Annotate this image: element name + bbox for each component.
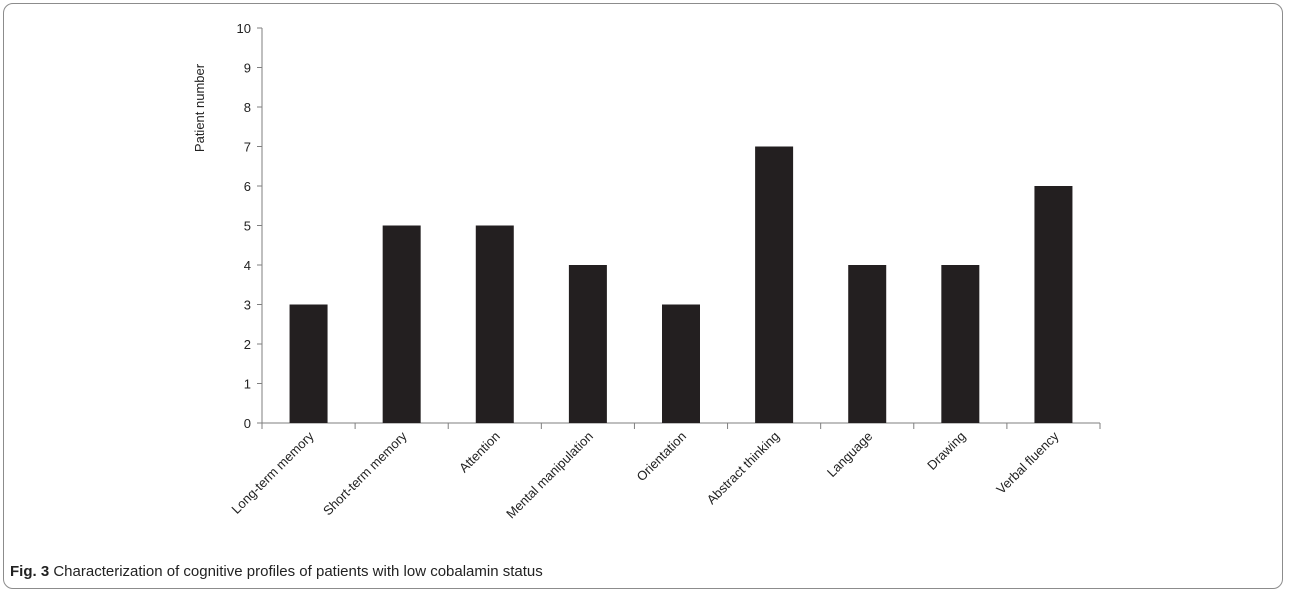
- bar: [382, 225, 421, 423]
- figure-caption: Fig. 3 Characterization of cognitive pro…: [10, 563, 543, 580]
- y-tick-label: 6: [244, 179, 251, 194]
- x-tick-label: Short-term memory: [320, 428, 410, 518]
- x-tick-label: Verbal fluency: [993, 428, 1062, 497]
- y-tick-label: 10: [237, 21, 251, 36]
- bar: [662, 304, 700, 423]
- y-tick-label: 0: [244, 416, 251, 431]
- x-axis: Long-term memory Short-term memory Attenti…: [228, 422, 1101, 522]
- bar: [941, 265, 980, 423]
- y-tick-label: 1: [244, 377, 251, 392]
- bars: [289, 146, 1073, 423]
- bar: [1034, 186, 1073, 423]
- bar: [289, 304, 328, 423]
- x-tick-label: Attention: [456, 429, 503, 476]
- x-tick-label: Drawing: [924, 429, 968, 473]
- x-tick-label: Mental manipulation: [503, 429, 596, 522]
- figure-caption-label: Fig. 3: [10, 563, 50, 580]
- y-tick-label: 7: [244, 140, 251, 155]
- bar: [475, 225, 514, 423]
- bar: [755, 146, 794, 423]
- x-tick-label: Long-term memory: [228, 428, 317, 517]
- y-axis-label: Patient number: [192, 63, 207, 152]
- figure-caption-text: Characterization of cognitive profiles o…: [53, 563, 543, 580]
- bar-chart: 0 1 2 3 4 5 6 7 8 9 10 Long-term memory Short-term …: [192, 21, 1101, 522]
- x-tick-label: Abstract thinking: [704, 429, 783, 508]
- y-tick-label: 5: [244, 219, 251, 234]
- y-tick-label: 4: [244, 258, 251, 273]
- y-tick-label: 3: [244, 298, 251, 313]
- y-axis: 0 1 2 3 4 5 6 7 8 9 10: [237, 21, 263, 431]
- bar: [568, 265, 607, 423]
- y-tick-label: 8: [244, 100, 251, 115]
- bar: [848, 265, 887, 423]
- x-tick-label: Language: [824, 429, 876, 481]
- x-tick-label: Orientation: [634, 429, 690, 485]
- y-tick-label: 9: [244, 61, 251, 76]
- y-tick-label: 2: [244, 337, 251, 352]
